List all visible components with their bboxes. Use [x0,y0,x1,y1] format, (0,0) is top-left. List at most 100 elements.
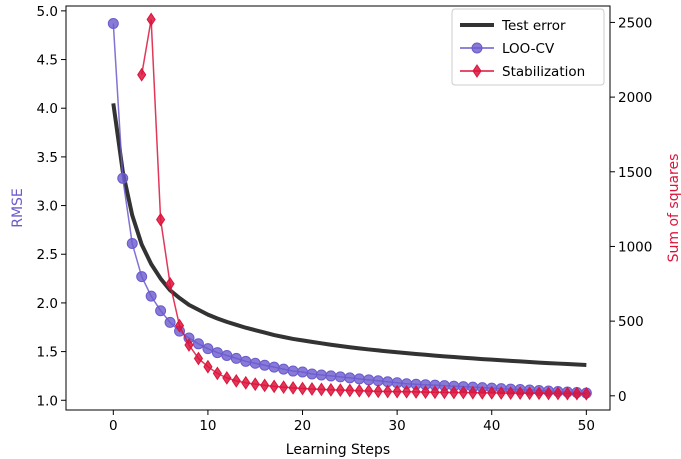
data-point-stabilization [373,384,383,399]
chart-marks [107,12,592,401]
data-point-loo-cv [315,369,327,381]
y-right-tick-label: 1500 [618,165,652,181]
y-left-tick-label: 2.0 [37,296,58,312]
y-axis-right-label: Sum of squares [666,154,681,263]
data-point-loo-cv [155,305,167,317]
data-point-loo-cv [126,238,138,250]
data-point-stabilization [231,373,241,388]
data-point-stabilization [543,386,554,401]
data-point-stabilization [316,382,327,397]
legend-label-loo-cv: LOO-CV [502,41,555,57]
y-axis-left-label: RMSE [10,188,26,228]
data-point-stabilization [288,380,298,395]
data-point-stabilization [449,385,459,400]
data-point-stabilization [297,381,308,396]
data-point-stabilization [212,366,222,381]
data-point-loo-cv [334,371,346,383]
data-point-loo-cv [249,357,261,369]
data-point-loo-cv [107,18,119,30]
tick-layer: 0 10 20 30 40 50 1.0 1.5 2.0 2.5 3.0 3.5 4.0 4.5 5.0 0 5… [37,4,653,434]
data-point-loo-cv [287,365,299,377]
data-point-stabilization [496,386,506,400]
y-right-tick-label: 1000 [618,239,652,255]
data-point-stabilization [572,386,582,401]
data-point-loo-cv [372,375,384,387]
data-point-stabilization [184,338,194,352]
data-point-loo-cv [211,347,223,359]
data-point-stabilization [383,384,393,399]
data-point-stabilization [260,378,270,393]
data-point-loo-cv [353,373,365,385]
data-point-loo-cv [306,368,318,380]
x-tick-label: 0 [109,418,118,434]
data-point-stabilization [534,386,544,401]
y-left-tick-label: 1.0 [37,393,58,409]
data-point-stabilization [411,385,421,399]
data-point-stabilization [364,384,374,398]
data-point-stabilization [146,12,156,27]
legend-marker-loo-cv [471,42,483,54]
data-point-stabilization [307,382,317,396]
data-point-stabilization [439,385,450,400]
data-point-stabilization [553,386,563,401]
data-point-stabilization [562,386,573,401]
y-right-tick-label: 2500 [618,15,652,31]
data-point-loo-cv [363,374,375,386]
data-point-stabilization [241,375,251,390]
data-point-loo-cv [240,355,252,367]
data-point-loo-cv [192,338,204,350]
data-point-stabilization [430,385,440,400]
data-point-stabilization [401,384,412,399]
data-point-stabilization [487,385,497,400]
data-point-stabilization [506,386,516,401]
data-point-stabilization [156,212,166,227]
data-point-stabilization [345,383,355,398]
data-point-loo-cv [259,359,271,371]
data-point-loo-cv [278,363,290,375]
x-axis-label: Learning Steps [286,442,390,458]
data-point-stabilization [278,380,289,395]
data-point-loo-cv [297,366,309,378]
data-point-stabilization [354,383,364,398]
data-point-stabilization [524,386,535,401]
data-point-stabilization [392,384,402,399]
legend-marker-stabilization [472,64,482,78]
data-point-stabilization [515,386,525,401]
legend: Test error LOO-CV Stabilization [451,8,605,86]
x-tick-label: 10 [199,418,216,434]
x-tick-label: 20 [294,418,311,434]
y-left-tick-label: 1.5 [37,345,58,361]
legend-label-stabilization: Stabilization [502,64,585,80]
data-point-stabilization [326,382,336,397]
data-point-stabilization [137,67,147,82]
legend-label-test-error: Test error [501,18,566,34]
y-right-tick-label: 500 [618,314,644,330]
y-left-tick-label: 3.0 [37,199,58,215]
y-left-tick-label: 4.5 [37,53,58,69]
data-point-loo-cv [268,361,280,373]
data-point-stabilization [458,385,468,400]
data-point-stabilization [174,318,185,333]
data-point-stabilization [165,276,175,291]
data-point-loo-cv [230,352,242,364]
y-left-tick-label: 4.0 [37,101,58,117]
x-tick-label: 50 [578,418,595,434]
data-point-loo-cv [344,372,356,384]
y-left-tick-label: 2.5 [37,247,58,263]
data-point-loo-cv [145,290,157,302]
data-point-stabilization [420,385,431,399]
data-point-stabilization [581,386,591,401]
y-left-tick-label: 5.0 [37,4,58,20]
data-point-loo-cv [221,349,233,361]
data-point-stabilization [203,359,213,374]
data-point-stabilization [468,385,478,400]
data-point-stabilization [222,370,232,385]
data-point-loo-cv [117,172,129,184]
data-point-loo-cv [164,316,176,328]
legend-box [451,8,605,86]
x-tick-label: 40 [483,418,500,434]
plot-frame [65,5,611,411]
x-tick-label: 30 [389,418,406,434]
y-left-tick-label: 3.5 [37,150,58,166]
